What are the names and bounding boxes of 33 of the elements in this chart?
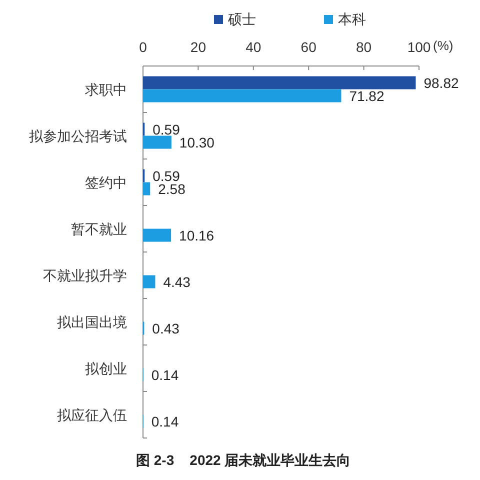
data-label: 0.14 [151,366,179,383]
bar [143,275,156,288]
y-tick-label: 暂不就业 [71,220,127,237]
data-label: 0.43 [152,320,180,336]
y-tick-label: 拟创业 [85,360,127,376]
data-label: 10.30 [179,134,215,150]
y-tick-label: 签约中 [85,174,127,190]
y-tick-label: 拟应征入伍 [57,406,127,423]
x-tick-label: 100 [407,39,431,55]
y-tick-label: 拟参加公招考试 [29,128,127,144]
data-label: 4.43 [163,274,191,290]
text: 图 2-3 2022 届未就业毕业生去向 [136,452,351,468]
data-label: 98.82 [424,74,459,91]
legend-label: 硕士 [227,11,256,27]
x-tick-label: 40 [246,39,262,55]
bar [143,136,172,149]
legend-label: 本科 [338,11,366,27]
x-tick-label: 80 [356,39,372,55]
y-tick-label: 拟出国出境 [57,314,127,330]
bar [143,89,342,102]
x-tick-label: 60 [300,39,317,55]
bar [143,182,150,196]
data-label: 71.82 [349,88,384,104]
data-label: 10.16 [179,227,214,244]
x-tick-label: 0 [139,39,148,55]
data-label: 0.59 [152,121,180,138]
data-label: 0.14 [151,413,179,430]
y-tick-label: 求职中 [85,81,127,98]
x-tick-label: 20 [190,39,206,55]
x-axis-title: (%) [433,38,454,53]
bar [143,76,416,90]
y-tick-label: 不就业拟升学 [43,267,127,284]
bar [143,228,172,242]
